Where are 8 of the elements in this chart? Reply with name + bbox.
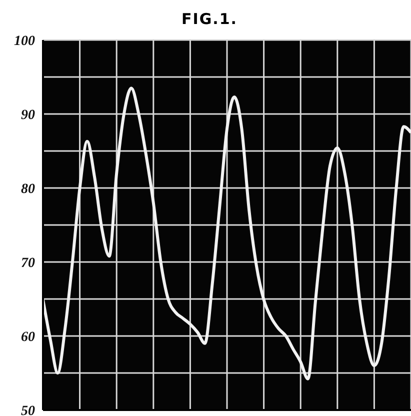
y-tick-label: 60 [21, 330, 35, 345]
y-tick-label: 80 [21, 182, 35, 197]
line-series [42, 86, 411, 380]
y-tick-label: 90 [21, 108, 35, 123]
chart-title: FIG.1. [180, 9, 238, 30]
y-tick-label: 100 [14, 34, 35, 49]
y-tick-label: 70 [21, 256, 35, 271]
y-tick-label: 50 [21, 404, 35, 416]
